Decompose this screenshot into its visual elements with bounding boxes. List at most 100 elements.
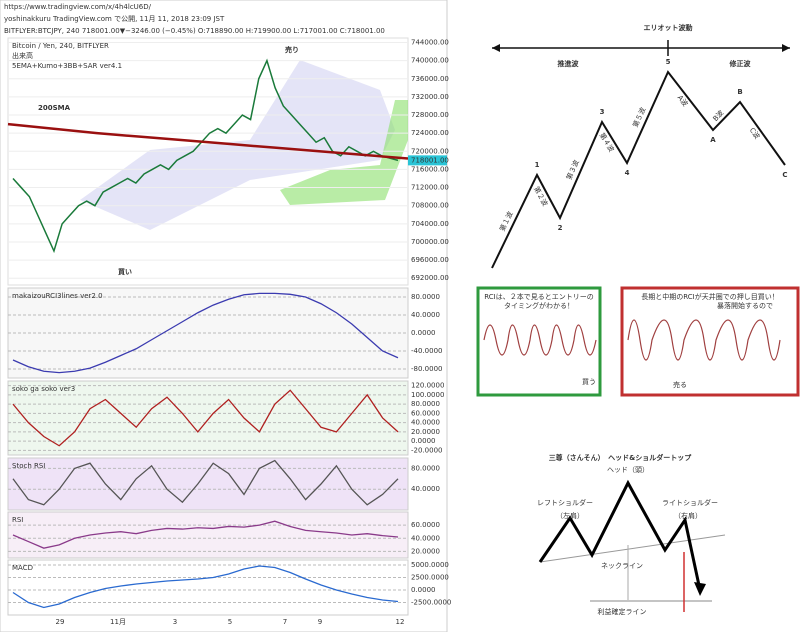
panel	[7, 380, 409, 456]
panel-name: makaizouRCI3lines ver2.0	[12, 292, 103, 300]
y-tick-label: 696000.00	[411, 256, 449, 264]
y-tick-label: 692000.00	[411, 274, 449, 282]
x-tick-label: 12	[396, 618, 405, 626]
y-tick-label: 724000.00	[411, 129, 449, 137]
legend-item: Bitcoin / Yen, 240, BITFLYER	[12, 42, 109, 50]
hs-label: ライトショルダー	[662, 498, 718, 507]
x-tick-label: 7	[283, 618, 287, 626]
wave-point: 3	[600, 108, 605, 116]
label: 修正波	[729, 59, 752, 68]
x-tick-label: 5	[228, 618, 232, 626]
y-tick-label: 40.0000	[411, 534, 440, 542]
panel	[7, 559, 409, 616]
y-tick-label: 40.0000	[411, 311, 440, 319]
kumo	[280, 100, 408, 205]
wave-point: C	[782, 171, 787, 179]
wave-point: 5	[666, 58, 671, 66]
y-tick-label: 20.0000	[411, 428, 440, 436]
y-tick-label: 732000.00	[411, 93, 449, 101]
y-tick-label: 720000.00	[411, 147, 449, 155]
y-tick-label: 0.0000	[411, 586, 436, 594]
panel-name: RSI	[12, 516, 23, 524]
y-tick-label: 740000.00	[411, 57, 449, 65]
y-tick-label: 60.0000	[411, 521, 440, 529]
y-tick-label: 80.0000	[411, 400, 440, 408]
green-box	[476, 286, 602, 397]
panel	[7, 457, 409, 511]
caption: RCIは、２本で見るとエントリーの	[484, 292, 593, 301]
y-tick-label: 700000.00	[411, 238, 449, 246]
x-tick-label: 3	[173, 618, 177, 626]
y-tick-label: -80.0000	[411, 365, 442, 373]
y-tick-label: 80.0000	[411, 293, 440, 301]
legend-item: 5EMA+Kumo+3BB+SAR ver4.1	[12, 62, 122, 70]
hs-arrow	[694, 582, 706, 596]
y-tick-label: -40.0000	[411, 347, 442, 355]
y-tick-label: 0.0000	[411, 437, 436, 445]
wave-label: A波	[676, 93, 690, 108]
hs-label: （右肩）	[674, 511, 702, 520]
y-tick-label: 2500.0000	[411, 574, 449, 582]
hs-label: ヘッド（頭）	[607, 466, 649, 474]
last-price-label: 718001.00	[411, 156, 449, 164]
x-tick-label: 9	[318, 618, 322, 626]
panel	[7, 511, 409, 559]
publisher: yoshinakkuru TradingView.com で公開, 11月 11…	[4, 15, 225, 23]
y-tick-label: 736000.00	[411, 75, 449, 83]
hs-label: ネックライン	[601, 562, 643, 570]
wave	[491, 70, 786, 269]
y-tick-label: 708000.00	[411, 202, 449, 210]
sample-wave	[483, 324, 597, 356]
quote: BITFLYER:BTCJPY, 240 718001.00▼−3246.00 …	[4, 27, 385, 35]
wave-point: B	[737, 88, 742, 96]
wave-point: A	[710, 136, 716, 144]
label: 推進波	[558, 59, 580, 68]
panel-name: MACD	[12, 564, 33, 572]
panel-name: soko ga soko ver3	[12, 385, 75, 393]
hs-label: レフトショルダー	[537, 498, 593, 507]
hs-line	[538, 479, 702, 591]
indicator-line	[12, 389, 399, 447]
sma-line	[7, 122, 409, 160]
caption: 長期と中期のRCIが天井圏での押し目買い！	[641, 292, 778, 301]
y-tick-label: 20.0000	[411, 547, 440, 555]
y-tick-label: 120.0000	[411, 382, 444, 390]
annotation: 200SMA	[38, 104, 71, 112]
wave-point: 4	[625, 169, 630, 177]
hs-label: 利益確定ライン	[598, 607, 647, 616]
y-tick-label: 5000.0000	[411, 561, 449, 569]
indicator-line	[12, 459, 399, 506]
y-tick-label: 60.0000	[411, 409, 440, 417]
y-tick-label: 100.0000	[411, 391, 444, 399]
annotation: 売り	[285, 45, 299, 54]
legend-item: 出来高	[12, 51, 33, 60]
y-tick-label: -2500.0000	[411, 599, 451, 607]
hs-label: （左肩）	[556, 511, 584, 520]
wave-point: 2	[558, 224, 563, 232]
wave-label: 第１波	[497, 210, 514, 233]
y-tick-label: -20.0000	[411, 446, 442, 454]
indicator-line	[12, 565, 399, 609]
wave-label: C波	[748, 126, 762, 141]
y-tick-label: 744000.00	[411, 39, 449, 47]
title: エリオット波動	[644, 23, 693, 32]
note: 買う	[582, 378, 596, 386]
panel-name: Stoch RSI	[12, 462, 45, 470]
last-price-badge	[408, 155, 447, 166]
y-tick-label: 728000.00	[411, 111, 449, 119]
sample-wave	[627, 319, 781, 361]
x-tick-label: 11月	[110, 618, 126, 626]
y-tick-label: 712000.00	[411, 184, 449, 192]
url: https://www.tradingview.com/x/4h4lcU6D/	[4, 3, 152, 11]
y-tick-label: 80.0000	[411, 464, 440, 472]
y-tick-label: 40.0000	[411, 419, 440, 427]
caption: タイミングがわかる！	[504, 301, 574, 310]
wave-label: B波	[711, 108, 726, 123]
caption: 暴落開始するので	[717, 301, 773, 310]
x-tick-label: 29	[56, 618, 65, 626]
y-tick-label: 716000.00	[411, 165, 449, 173]
indicator-line	[12, 520, 399, 549]
wave-point: 1	[535, 161, 540, 169]
note: 売る	[673, 380, 687, 389]
